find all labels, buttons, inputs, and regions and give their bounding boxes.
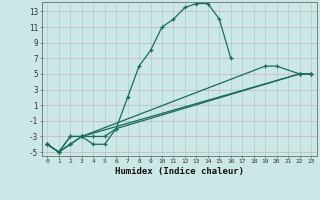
- X-axis label: Humidex (Indice chaleur): Humidex (Indice chaleur): [115, 167, 244, 176]
